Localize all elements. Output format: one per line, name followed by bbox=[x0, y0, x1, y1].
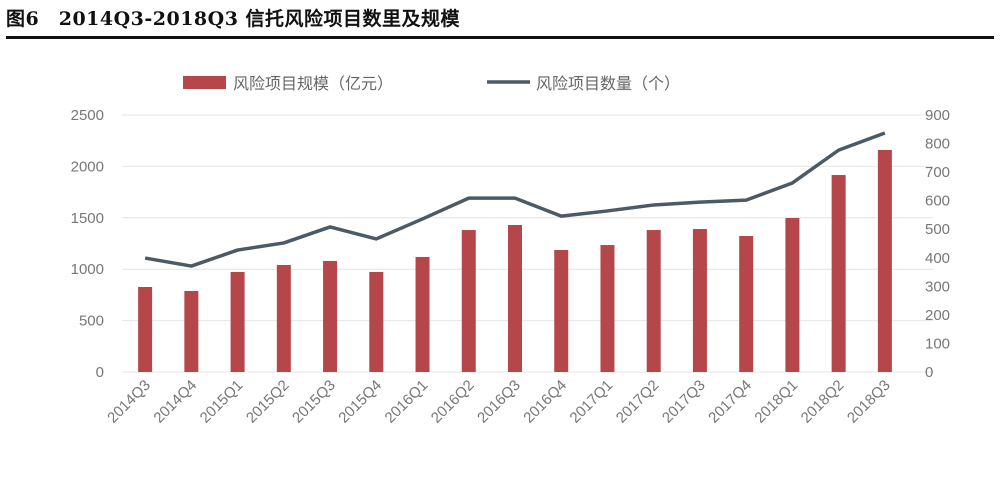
legend-swatch-bar bbox=[183, 76, 226, 89]
bar bbox=[230, 271, 245, 372]
y-right-tick-label: 800 bbox=[925, 136, 950, 153]
x-tick-label: 2016Q2 bbox=[428, 377, 478, 427]
x-tick-label: 2017Q1 bbox=[567, 377, 617, 427]
bar bbox=[369, 271, 384, 372]
x-tick-label: 2016Q3 bbox=[474, 377, 524, 427]
y-right-tick-label: 500 bbox=[925, 221, 950, 238]
bar bbox=[508, 224, 522, 372]
x-tick-label: 2015Q1 bbox=[197, 377, 247, 427]
bar bbox=[739, 235, 754, 372]
y-left-tick-label: 1000 bbox=[71, 261, 104, 278]
bar bbox=[461, 230, 476, 372]
bar bbox=[877, 149, 892, 372]
x-tick-label: 2014Q4 bbox=[150, 377, 200, 427]
bar bbox=[692, 229, 707, 372]
y-right-tick-label: 700 bbox=[925, 164, 950, 181]
bar bbox=[646, 230, 661, 372]
y-left-tick-label: 2500 bbox=[71, 107, 104, 124]
x-tick-label: 2015Q3 bbox=[289, 377, 339, 427]
bar bbox=[138, 286, 153, 372]
y-right-tick-label: 300 bbox=[925, 278, 950, 295]
title-rule bbox=[6, 36, 994, 39]
y-right-tick-label: 100 bbox=[925, 335, 950, 352]
x-tick-label: 2015Q4 bbox=[335, 377, 385, 427]
bar bbox=[831, 175, 846, 372]
y-right-tick-label: 600 bbox=[925, 193, 950, 210]
x-tick-label: 2018Q1 bbox=[751, 377, 801, 427]
y-left-tick-label: 2000 bbox=[71, 158, 104, 175]
bar bbox=[323, 260, 338, 372]
legend-label-line: 风险项目数量（个） bbox=[536, 74, 680, 93]
bar bbox=[415, 256, 430, 372]
x-tick-label: 2014Q3 bbox=[104, 377, 154, 427]
x-tick-label: 2017Q3 bbox=[659, 377, 709, 427]
bar bbox=[600, 245, 615, 372]
chart-title: 图6 2014Q3-2018Q3 信托风险项目数里及规模 bbox=[6, 8, 461, 30]
x-tick-label: 2018Q2 bbox=[798, 377, 848, 427]
y-right-tick-label: 0 bbox=[925, 364, 933, 381]
y-left-tick-label: 0 bbox=[96, 364, 104, 381]
x-tick-label: 2015Q2 bbox=[243, 377, 293, 427]
y-right-tick-label: 400 bbox=[925, 250, 950, 267]
y-left-tick-label: 1500 bbox=[71, 210, 104, 227]
bar bbox=[554, 249, 569, 372]
bar bbox=[184, 290, 199, 372]
y-left-tick-label: 500 bbox=[79, 313, 104, 330]
x-tick-label: 2016Q4 bbox=[520, 377, 570, 427]
x-tick-label: 2017Q4 bbox=[705, 377, 755, 427]
x-tick-label: 2016Q1 bbox=[382, 377, 432, 427]
x-tick-label: 2018Q3 bbox=[844, 377, 894, 427]
y-right-tick-label: 900 bbox=[925, 107, 950, 124]
bar bbox=[276, 264, 291, 372]
x-tick-label: 2017Q2 bbox=[613, 377, 663, 427]
y-right-tick-label: 200 bbox=[925, 307, 950, 324]
bar bbox=[785, 218, 800, 372]
legend-label-bar: 风险项目规模（亿元） bbox=[233, 74, 393, 93]
